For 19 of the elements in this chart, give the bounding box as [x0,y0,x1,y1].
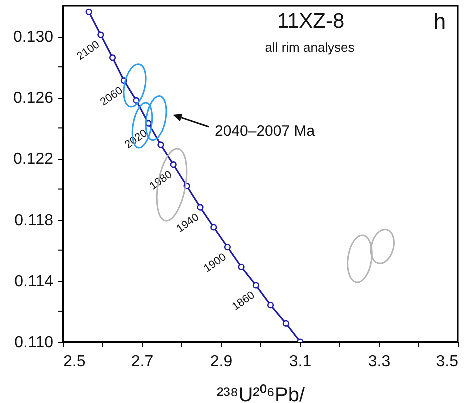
x-tick-label: 2.5 [64,354,86,370]
y-tick-label: 0.126 [13,90,54,108]
x-tick-label: 2.9 [210,354,233,370]
x-axis-title: ²³⁸U²⁰⁶Pb/ [216,384,306,403]
annotation: h [434,9,446,34]
x-tick-label: 3.5 [436,354,459,370]
x-tick-label: 3.3 [368,354,391,370]
text: all rim analyses [265,40,356,55]
annotation: 2020 [122,128,150,152]
y-tick-label: 0.130 [13,29,54,46]
annotation: 2040–2007 Ma [215,123,316,140]
x-tick-label: 2.7 [131,354,154,370]
y-tick-label: 0.114 [14,273,54,290]
x-tick-label: 3.1 [289,354,312,370]
annotation: 1940 [174,212,202,236]
chart-title: 11XZ-8 [277,10,345,33]
y-tick-label: 0.122 [13,151,54,168]
y-tick-label: 0.110 [14,334,54,352]
y-tick-label: 0.118 [14,212,54,230]
